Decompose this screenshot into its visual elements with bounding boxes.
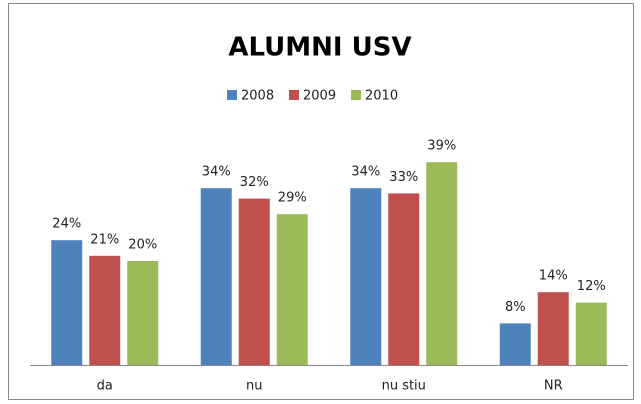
legend-label: 2009 [303, 89, 336, 104]
bar [388, 193, 420, 365]
data-label: 34% [351, 165, 380, 180]
data-label: 20% [128, 238, 157, 253]
bar [537, 292, 569, 365]
bar [89, 255, 121, 365]
data-label: 21% [90, 232, 119, 247]
x-tick-label: nu [246, 379, 262, 394]
legend-label: 2010 [365, 89, 398, 104]
bar [426, 162, 458, 365]
data-label: 39% [427, 139, 456, 154]
bar [127, 261, 159, 365]
bar [238, 198, 270, 365]
data-label: 34% [202, 165, 231, 180]
data-label: 12% [577, 279, 606, 294]
x-tick-label: da [97, 379, 113, 394]
legend-label: 2008 [241, 89, 274, 104]
bar [200, 188, 232, 365]
bar [499, 323, 531, 365]
x-tick-label: NR [544, 379, 563, 394]
bar [276, 214, 308, 365]
data-label: 14% [539, 269, 568, 284]
bar [51, 240, 83, 365]
data-label: 29% [278, 191, 307, 206]
x-tick-label: nu stiu [382, 379, 426, 394]
chart-title: ALUMNI USV [228, 33, 411, 63]
data-label: 33% [389, 170, 418, 185]
bar [575, 302, 607, 365]
legend-swatch [351, 90, 361, 100]
bar [350, 188, 382, 365]
legend-swatch [289, 90, 299, 100]
data-label: 8% [505, 300, 526, 315]
data-label: 32% [240, 175, 269, 190]
legend-swatch [227, 90, 237, 100]
data-label: 24% [52, 217, 81, 232]
